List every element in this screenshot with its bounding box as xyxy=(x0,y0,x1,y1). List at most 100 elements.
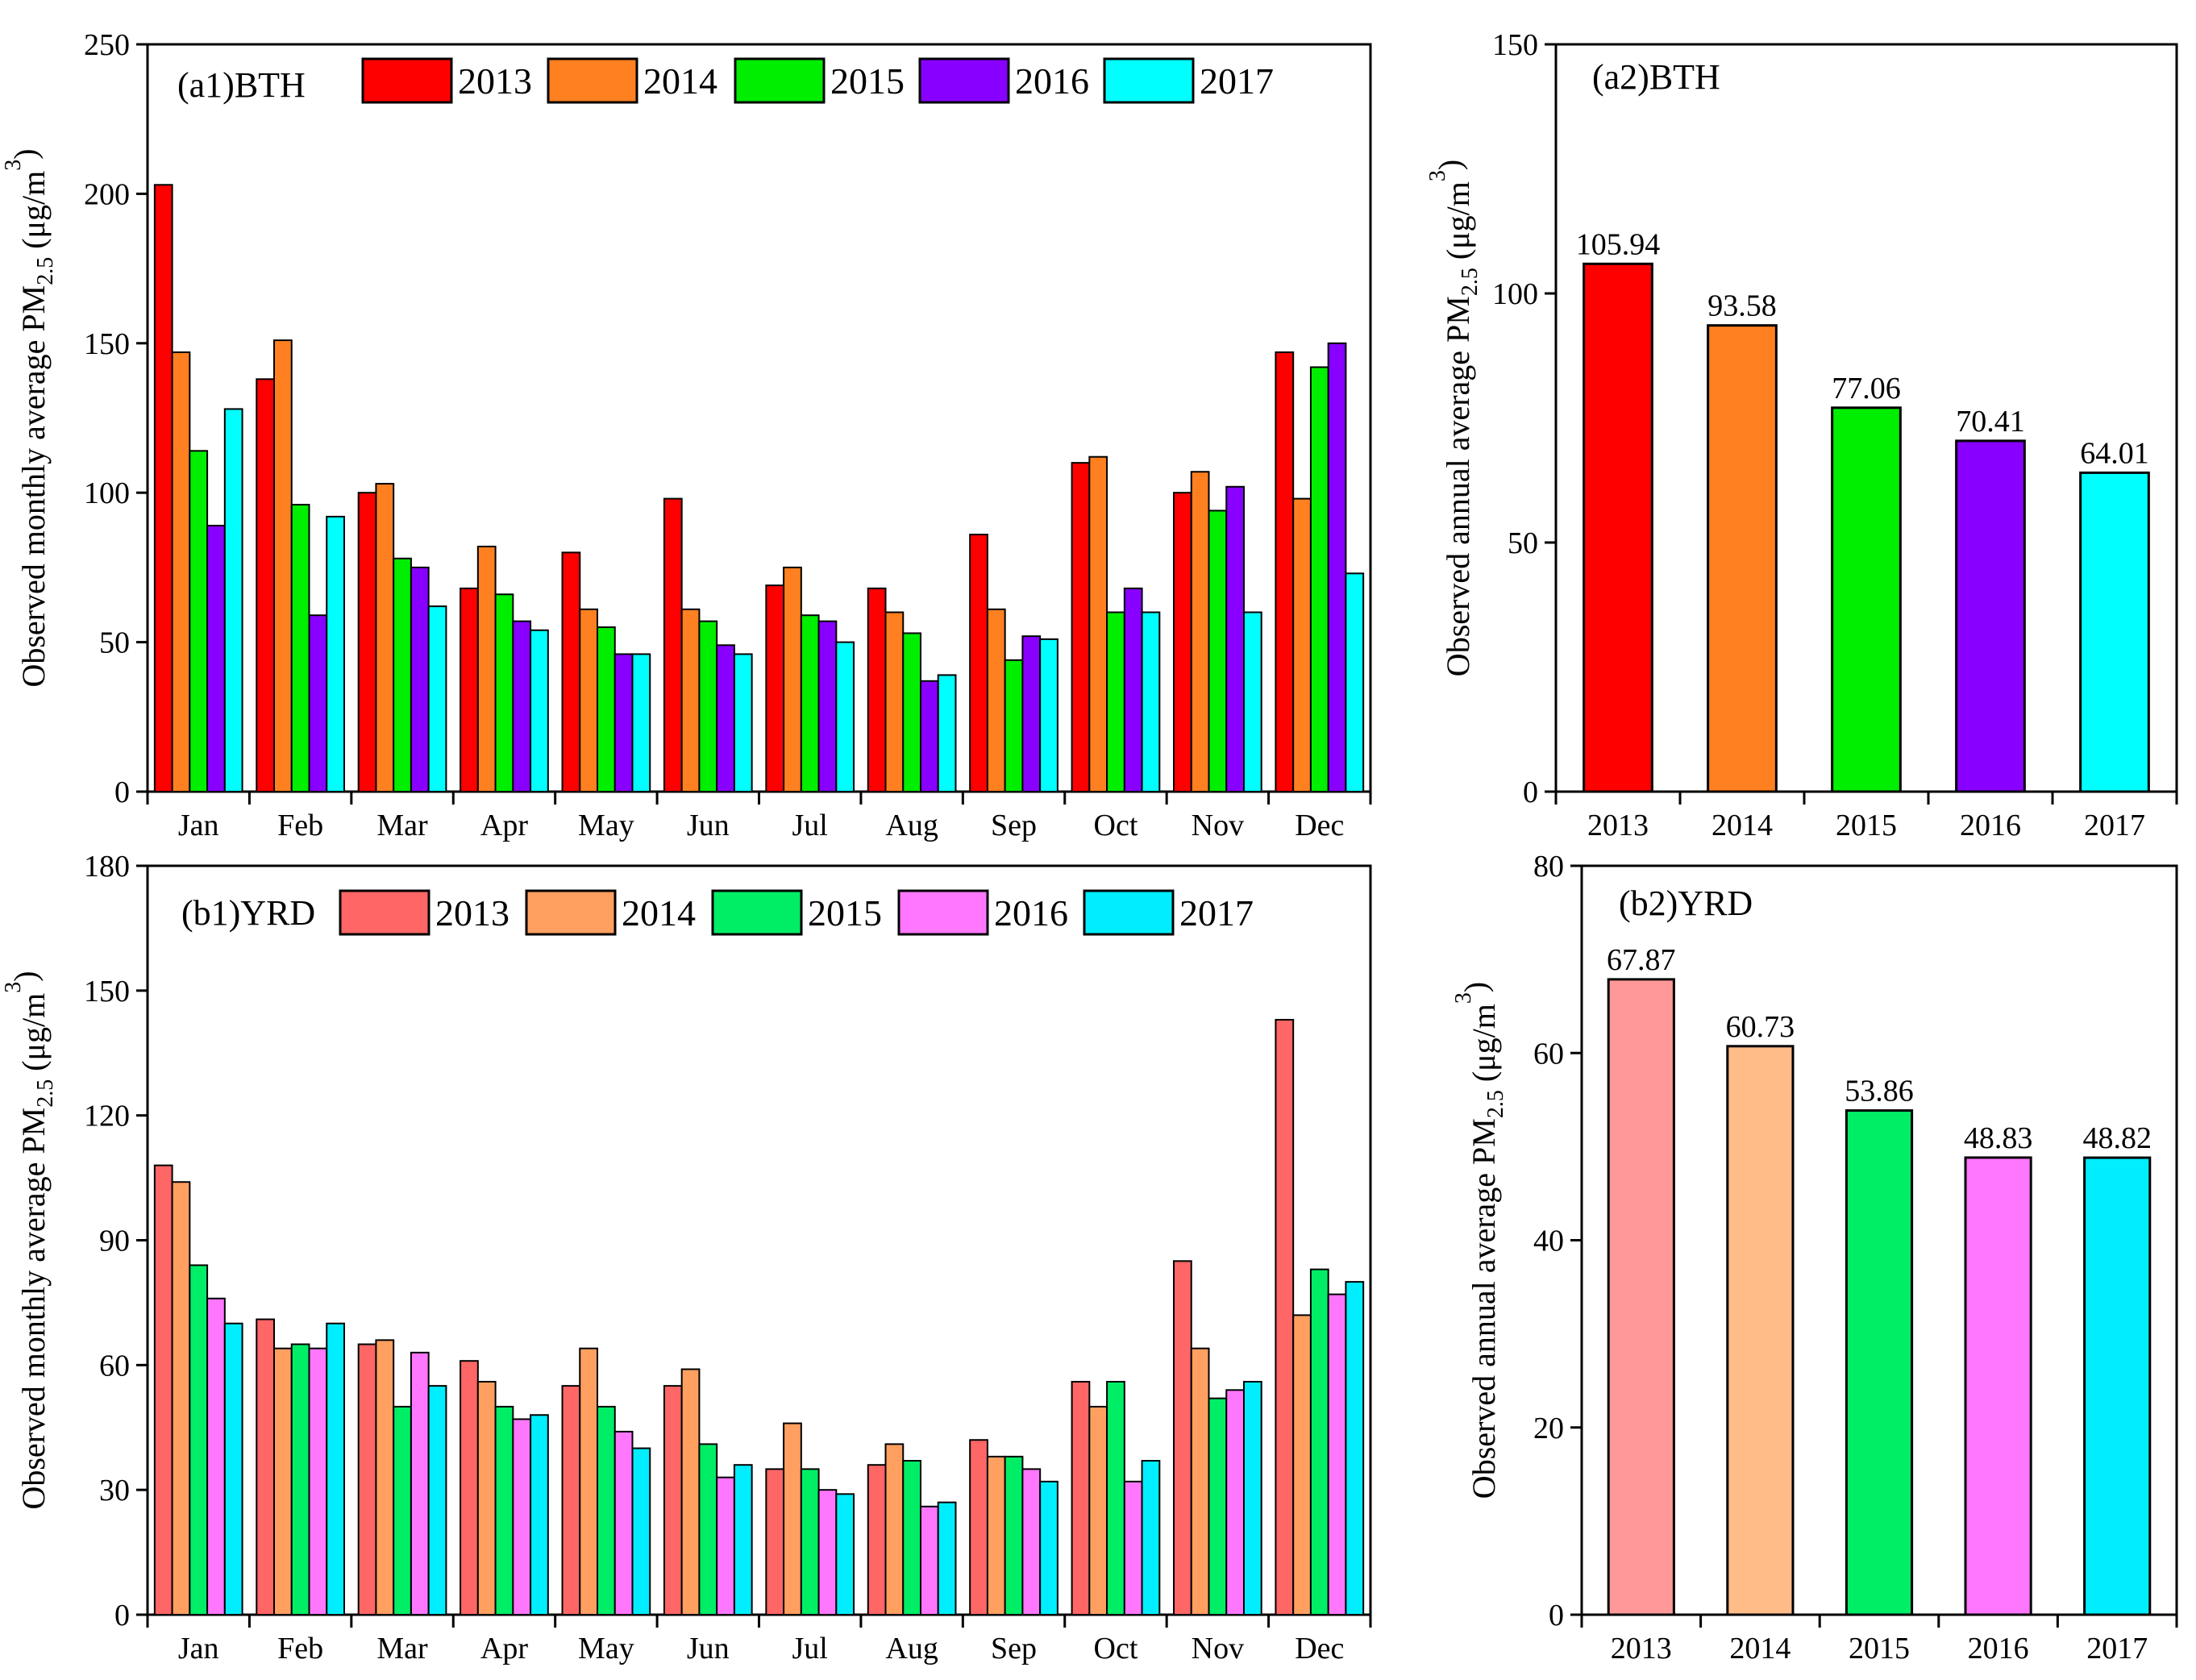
legend-swatch-2016 xyxy=(918,57,1010,104)
y-tick-label: 150 xyxy=(1492,28,1538,62)
legend-swatch-2016 xyxy=(897,889,989,936)
bar-feb-2013 xyxy=(256,378,276,792)
y-tick-label: 20 xyxy=(1533,1412,1564,1445)
y-tick-label: 0 xyxy=(114,1599,130,1632)
bar-sep-2016 xyxy=(1021,635,1042,793)
bar-may-2015 xyxy=(597,1405,616,1616)
bar-may-2013 xyxy=(561,551,581,792)
data-label-2013: 105.94 xyxy=(1576,227,1661,261)
data-label-2013: 67.87 xyxy=(1607,943,1676,977)
y-axis-label-close: ) xyxy=(1458,982,1494,992)
bar-oct-2017 xyxy=(1141,1460,1161,1616)
x-tick-label-jun: Jun xyxy=(687,809,730,842)
data-label-2015: 77.06 xyxy=(1832,372,1901,405)
bar-jan-2013 xyxy=(153,184,173,792)
x-tick-label-2015: 2015 xyxy=(1836,809,1897,842)
bar-aug-2017 xyxy=(937,674,957,792)
bar-2017 xyxy=(2079,471,2150,793)
legend-swatch-2017 xyxy=(1083,889,1175,936)
bar-2016 xyxy=(1964,1156,2032,1616)
x-tick-label-2016: 2016 xyxy=(1968,1632,2029,1665)
bar-apr-2013 xyxy=(460,1360,479,1616)
bar-sep-2017 xyxy=(1039,1480,1058,1616)
bar-jan-2014 xyxy=(171,1181,191,1616)
x-tick-label-aug: Aug xyxy=(885,809,938,842)
bar-sep-2013 xyxy=(969,1439,988,1616)
y-axis-label-main: Observed annual average PM xyxy=(1440,296,1476,676)
data-label-2014: 93.58 xyxy=(1707,289,1777,323)
x-tick-label-jan: Jan xyxy=(178,1632,219,1665)
y-axis-label-sup: 3 xyxy=(1451,992,1476,1004)
bar-2014 xyxy=(1707,324,1778,793)
y-tick-label: 100 xyxy=(84,476,130,510)
bar-nov-2015 xyxy=(1208,1397,1228,1616)
bar-jul-2017 xyxy=(835,1493,855,1616)
bar-jun-2014 xyxy=(680,1368,701,1616)
x-tick-label-2013: 2013 xyxy=(1587,809,1649,842)
bar-feb-2014 xyxy=(273,339,293,793)
y-tick-label: 0 xyxy=(1549,1599,1564,1632)
panel-tag: (b2)YRD xyxy=(1619,884,1753,923)
bar-dec-2016 xyxy=(1327,1293,1347,1616)
y-tick-label: 120 xyxy=(84,1100,130,1133)
bar-jul-2013 xyxy=(765,584,785,793)
bar-feb-2014 xyxy=(273,1347,293,1616)
bar-aug-2016 xyxy=(919,1505,939,1616)
bar-sep-2016 xyxy=(1021,1468,1042,1616)
x-tick-label-may: May xyxy=(578,809,634,842)
panel-tag: (a2)BTH xyxy=(1592,57,1720,97)
bar-mar-2014 xyxy=(375,483,395,792)
x-tick-label-sep: Sep xyxy=(991,1632,1037,1665)
bar-dec-2015 xyxy=(1309,366,1329,792)
bar-jun-2016 xyxy=(716,644,735,792)
y-axis-label-unit: (μg/m xyxy=(15,993,52,1079)
bar-2013 xyxy=(1607,978,1675,1616)
bar-jun-2014 xyxy=(680,608,701,793)
bar-aug-2017 xyxy=(937,1501,957,1616)
x-tick-label-oct: Oct xyxy=(1094,809,1138,842)
bar-feb-2017 xyxy=(326,1322,345,1616)
bar-oct-2015 xyxy=(1106,1380,1125,1616)
x-tick-label-nov: Nov xyxy=(1192,1632,1244,1665)
bar-mar-2014 xyxy=(375,1339,395,1616)
y-axis-label-sup: 3 xyxy=(1,160,26,171)
bar-sep-2015 xyxy=(1004,1455,1024,1616)
bar-dec-2013 xyxy=(1275,1018,1295,1616)
bar-oct-2017 xyxy=(1141,611,1161,793)
bar-2015 xyxy=(1845,1109,1914,1616)
y-tick-label: 180 xyxy=(84,850,130,884)
bar-apr-2013 xyxy=(460,587,479,793)
y-tick-label: 90 xyxy=(99,1225,130,1258)
bar-apr-2016 xyxy=(512,1418,532,1616)
x-tick-label-feb: Feb xyxy=(277,809,323,842)
x-tick-label-2015: 2015 xyxy=(1849,1632,1910,1665)
bar-sep-2014 xyxy=(986,1455,1006,1616)
legend-swatch-2013 xyxy=(361,57,453,104)
y-axis-label-close: ) xyxy=(1432,160,1468,170)
y-tick-label: 150 xyxy=(84,975,130,1008)
y-tick-label: 150 xyxy=(84,327,130,361)
data-label-2016: 70.41 xyxy=(1956,405,2025,439)
y-axis-label-main: Observed annual average PM xyxy=(1466,1118,1502,1499)
bar-apr-2014 xyxy=(476,545,497,792)
bar-mar-2013 xyxy=(357,1343,377,1616)
y-axis-label-main: Observed monthly average PM xyxy=(15,1108,52,1510)
y-axis-label-sub: 2.5 xyxy=(1483,1090,1508,1118)
bar-oct-2016 xyxy=(1123,1480,1143,1616)
bar-nov-2016 xyxy=(1225,1389,1245,1616)
x-tick-label-apr: Apr xyxy=(480,1632,528,1665)
legend-label-2013: 2013 xyxy=(458,60,532,102)
y-tick-label: 50 xyxy=(1508,526,1538,560)
data-label-2017: 48.82 xyxy=(2082,1121,2152,1155)
legend-label-2016: 2016 xyxy=(994,892,1068,934)
bar-sep-2013 xyxy=(969,534,988,792)
x-tick-label-dec: Dec xyxy=(1295,809,1344,842)
bar-mar-2017 xyxy=(427,605,447,792)
bar-apr-2016 xyxy=(512,620,532,792)
bar-jan-2013 xyxy=(153,1164,173,1616)
bar-nov-2017 xyxy=(1242,611,1262,793)
bar-jul-2016 xyxy=(817,1489,838,1616)
y-axis-label-sub: 2.5 xyxy=(33,257,58,285)
bar-jan-2015 xyxy=(189,1264,209,1616)
